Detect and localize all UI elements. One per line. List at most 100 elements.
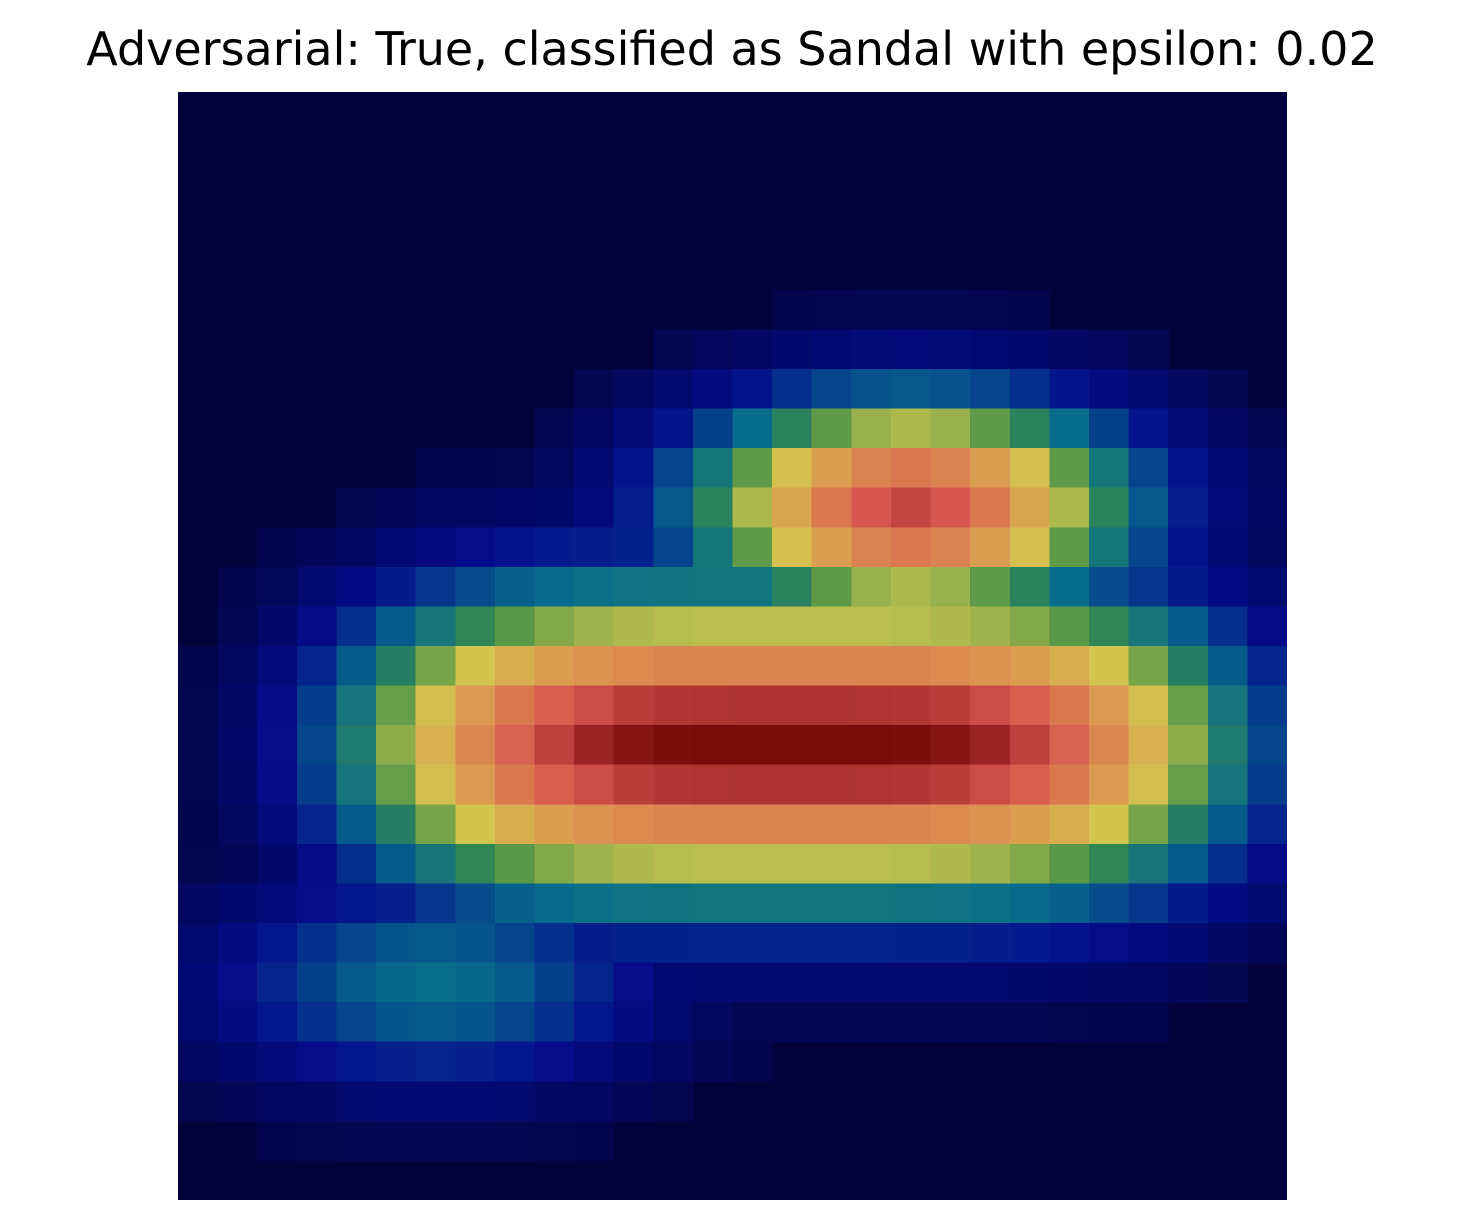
heatmap-cell	[1049, 408, 1090, 449]
heatmap-cell	[811, 606, 853, 647]
heatmap-cell	[574, 685, 615, 726]
heatmap-cell	[692, 923, 734, 964]
heatmap-cell	[574, 448, 615, 489]
heatmap-cell	[732, 883, 773, 924]
heatmap-cell	[1247, 843, 1287, 885]
heatmap-cell	[1088, 1002, 1130, 1043]
heatmap-cell	[574, 804, 615, 845]
heatmap-cell	[534, 1081, 575, 1122]
heatmap-cell	[1247, 566, 1287, 608]
heatmap-cell	[930, 527, 971, 568]
heatmap-cell	[772, 566, 813, 608]
heatmap-cell	[851, 764, 892, 806]
heatmap-cell	[1168, 962, 1209, 1003]
heatmap-cell	[851, 804, 892, 845]
heatmap-cell	[732, 606, 773, 647]
heatmap-cell	[970, 725, 1011, 766]
heatmap-cell	[890, 369, 932, 410]
heatmap-cell	[376, 764, 417, 806]
heatmap-cell	[890, 646, 932, 687]
heatmap-cell	[217, 843, 259, 885]
heatmap-cell	[574, 606, 615, 647]
heatmap-cell	[1207, 685, 1249, 726]
heatmap-cell	[534, 883, 575, 924]
heatmap-cell	[494, 804, 536, 845]
heatmap-cell	[1049, 685, 1090, 726]
heatmap-cell	[930, 1002, 971, 1043]
heatmap-cell	[1009, 883, 1051, 924]
heatmap-cell	[1207, 804, 1249, 845]
heatmap-cell	[1247, 487, 1287, 529]
heatmap-cell	[732, 962, 773, 1003]
heatmap-cell	[257, 1081, 298, 1122]
heatmap-cell	[494, 1002, 536, 1043]
heatmap-cell	[811, 685, 853, 726]
heatmap-cell	[296, 843, 338, 885]
heatmap-cell	[534, 764, 575, 806]
heatmap-cell	[455, 962, 496, 1003]
heatmap-cell	[415, 646, 457, 687]
heatmap-cell	[178, 883, 219, 924]
heatmap-cell	[415, 843, 457, 885]
heatmap-cell	[1009, 289, 1051, 331]
heatmap-cell	[772, 804, 813, 845]
heatmap-cell	[851, 883, 892, 924]
heatmap-cell	[1128, 448, 1169, 489]
heatmap-cell	[1168, 764, 1209, 806]
heatmap-cell	[217, 1041, 259, 1083]
heatmap-cell	[1088, 962, 1130, 1003]
heatmap-cell	[534, 923, 575, 964]
heatmap-cell	[1247, 646, 1287, 687]
heatmap-cell	[494, 962, 536, 1003]
heatmap-cell	[415, 487, 457, 529]
heatmap-cell	[613, 883, 655, 924]
heatmap-cell	[653, 606, 694, 647]
heatmap-cell	[613, 1002, 655, 1043]
heatmap-cell	[574, 1081, 615, 1122]
heatmap-cell	[970, 923, 1011, 964]
heatmap-cell	[376, 923, 417, 964]
heatmap-cell	[1207, 962, 1249, 1003]
heatmap-cell	[732, 527, 773, 568]
heatmap-cell	[930, 685, 971, 726]
heatmap-cell	[296, 764, 338, 806]
heatmap-cell	[178, 962, 219, 1003]
heatmap-cell	[1247, 764, 1287, 806]
heatmap-cell	[178, 725, 219, 766]
heatmap-cell	[336, 646, 377, 687]
heatmap-cell	[613, 764, 655, 806]
heatmap-cell	[1168, 725, 1209, 766]
heatmap-cell	[376, 646, 417, 687]
heatmap-cell	[970, 962, 1011, 1003]
heatmap-cell	[653, 923, 694, 964]
heatmap-cell	[970, 487, 1011, 529]
heatmap-cell	[930, 923, 971, 964]
heatmap-cell	[811, 883, 853, 924]
heatmap-cell	[178, 1041, 219, 1083]
heatmap-cell	[1009, 962, 1051, 1003]
heatmap-cell	[296, 685, 338, 726]
heatmap-cell	[574, 1120, 615, 1162]
heatmap-cell	[1247, 606, 1287, 647]
heatmap-cell	[1168, 843, 1209, 885]
heatmap-cell	[494, 883, 536, 924]
heatmap-cell	[1168, 369, 1209, 410]
heatmap-cell	[455, 487, 496, 529]
heatmap-cell	[772, 843, 813, 885]
heatmap-cell	[178, 804, 219, 845]
heatmap-cell	[970, 883, 1011, 924]
heatmap-cell	[455, 566, 496, 608]
heatmap-cell	[455, 448, 496, 489]
heatmap-cell	[257, 1120, 298, 1162]
heatmap-cell	[613, 487, 655, 529]
heatmap-cell	[1049, 487, 1090, 529]
heatmap-cell	[772, 527, 813, 568]
heatmap-cell	[1088, 369, 1130, 410]
heatmap-cell	[534, 685, 575, 726]
heatmap-cell	[772, 487, 813, 529]
heatmap-cell	[534, 1120, 575, 1162]
heatmap-cell	[455, 685, 496, 726]
heatmap-cell	[336, 843, 377, 885]
heatmap-cell	[930, 646, 971, 687]
heatmap-cell	[772, 289, 813, 331]
